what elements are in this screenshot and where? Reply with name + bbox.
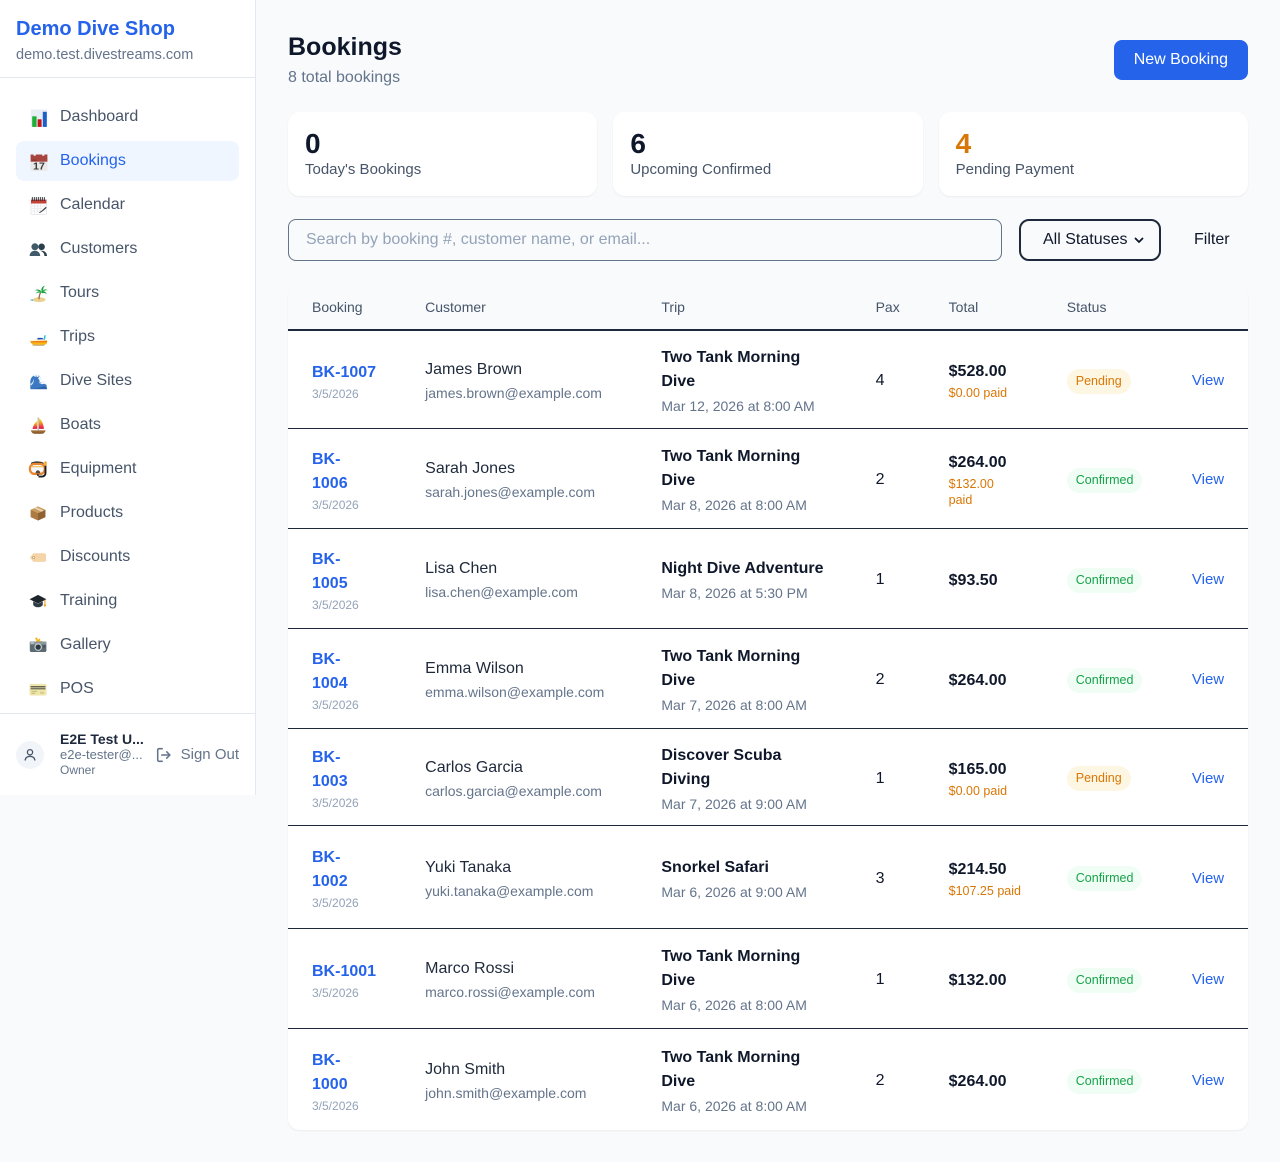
svg-text:17: 17 (33, 160, 45, 172)
